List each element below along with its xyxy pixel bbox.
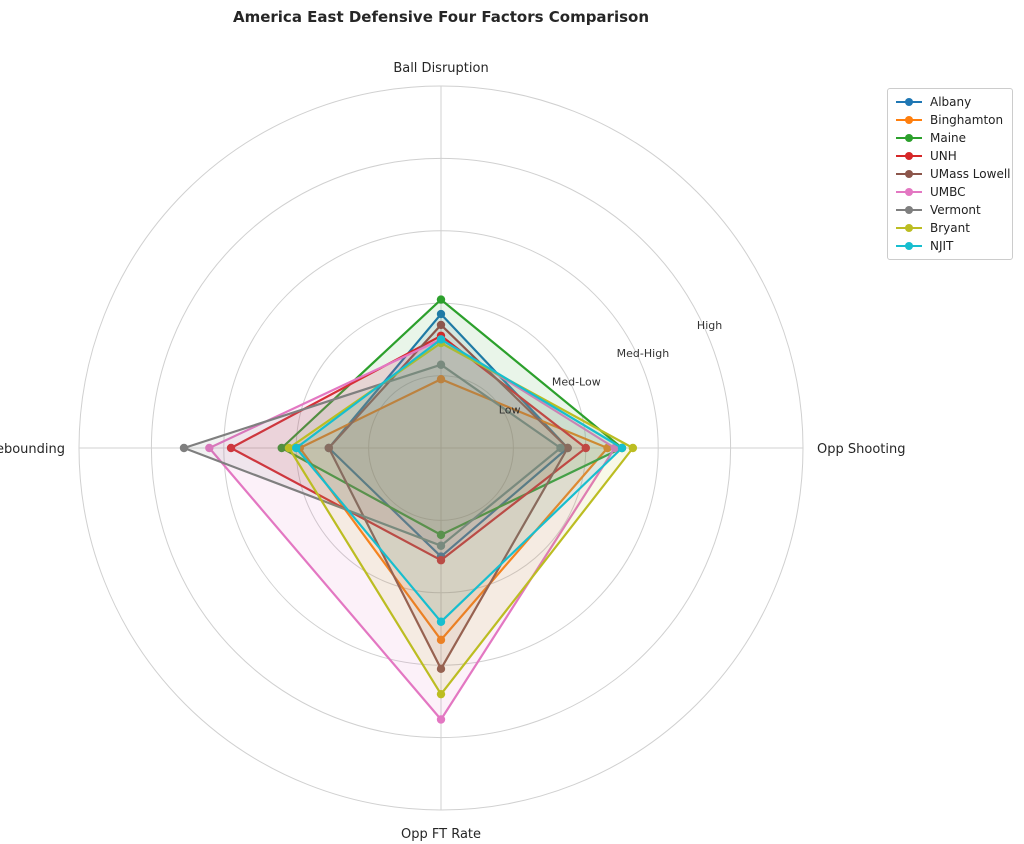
data-point [436,541,446,550]
legend-label: Vermont [930,203,981,217]
data-point [436,335,446,344]
series-fill [184,364,561,546]
series-fill [296,339,622,622]
data-point [563,443,572,453]
legend-item: Albany [888,93,1012,111]
data-point [617,443,627,453]
series-njit [292,335,627,626]
legend-marker [896,131,922,145]
data-point [292,443,301,453]
series-fill [281,299,622,535]
legend-item: NJIT [888,237,1012,255]
radial-tick-label: Med-Low [552,375,601,388]
legend-item: UMBC [888,183,1012,201]
data-point [436,664,446,674]
series-fill [209,339,615,720]
data-point [179,443,189,453]
radar-series-layer [179,295,638,724]
data-point [436,375,446,384]
axis-label: Ball Disruption [393,61,488,76]
data-point [436,556,446,565]
legend-marker [896,221,922,235]
legend-label: Bryant [930,221,970,235]
legend-marker [896,95,922,109]
radial-tick-label: High [697,319,722,332]
legend-item: Binghamton [888,111,1012,129]
legend-marker [896,149,922,163]
legend: Albany Binghamton Maine UNH UMass Lowell UMBC… [887,88,1013,260]
legend-item: UMass Lowell [888,165,1012,183]
data-point [284,443,294,453]
data-point [436,635,446,645]
series-binghamton [295,375,612,645]
legend-label: UNH [930,149,957,163]
axis-label: Opp FT Rate [401,827,481,842]
legend-item: Bryant [888,219,1012,237]
legend-item: Maine [888,129,1012,147]
series-fill [231,335,586,561]
legend-label: UMBC [930,185,966,199]
legend-marker [896,239,922,253]
legend-label: NJIT [930,239,954,253]
legend-marker [896,185,922,199]
axis-label: Opp Shooting [817,442,905,457]
radial-tick-label: Med-High [617,347,670,360]
axis-label: Def Rebounding [0,442,65,457]
legend-label: Albany [930,95,972,109]
data-point [436,320,446,330]
legend-marker [896,167,922,181]
legend-label: UMass Lowell [930,167,1011,181]
data-point [436,295,446,304]
data-point [436,309,446,319]
data-point [277,443,286,453]
data-point [581,443,590,453]
data-point [628,443,638,453]
data-point [324,443,333,453]
legend-label: Binghamton [930,113,1004,127]
chart-title: America East Defensive Four Factors Comp… [233,8,649,26]
data-point [436,530,446,540]
data-point [436,617,446,626]
legend-item: UNH [888,147,1012,165]
series-bryant [284,338,638,699]
legend-label: Maine [930,131,967,145]
series-fill [299,379,608,640]
data-point [436,689,446,699]
data-point [226,443,236,453]
data-point [556,443,565,453]
data-point [436,715,446,724]
series-fill [289,343,633,695]
legend-marker [896,203,922,217]
series-vermont [179,360,565,550]
data-point [205,443,214,453]
radial-tick-label: Low [499,404,521,417]
legend-item: Vermont [888,201,1012,219]
series-fill [328,314,568,557]
data-point [436,360,446,369]
legend-marker [896,113,922,127]
radar-labels: Low Med-Low Med-High High Ball Disruption Opp… [0,61,905,842]
